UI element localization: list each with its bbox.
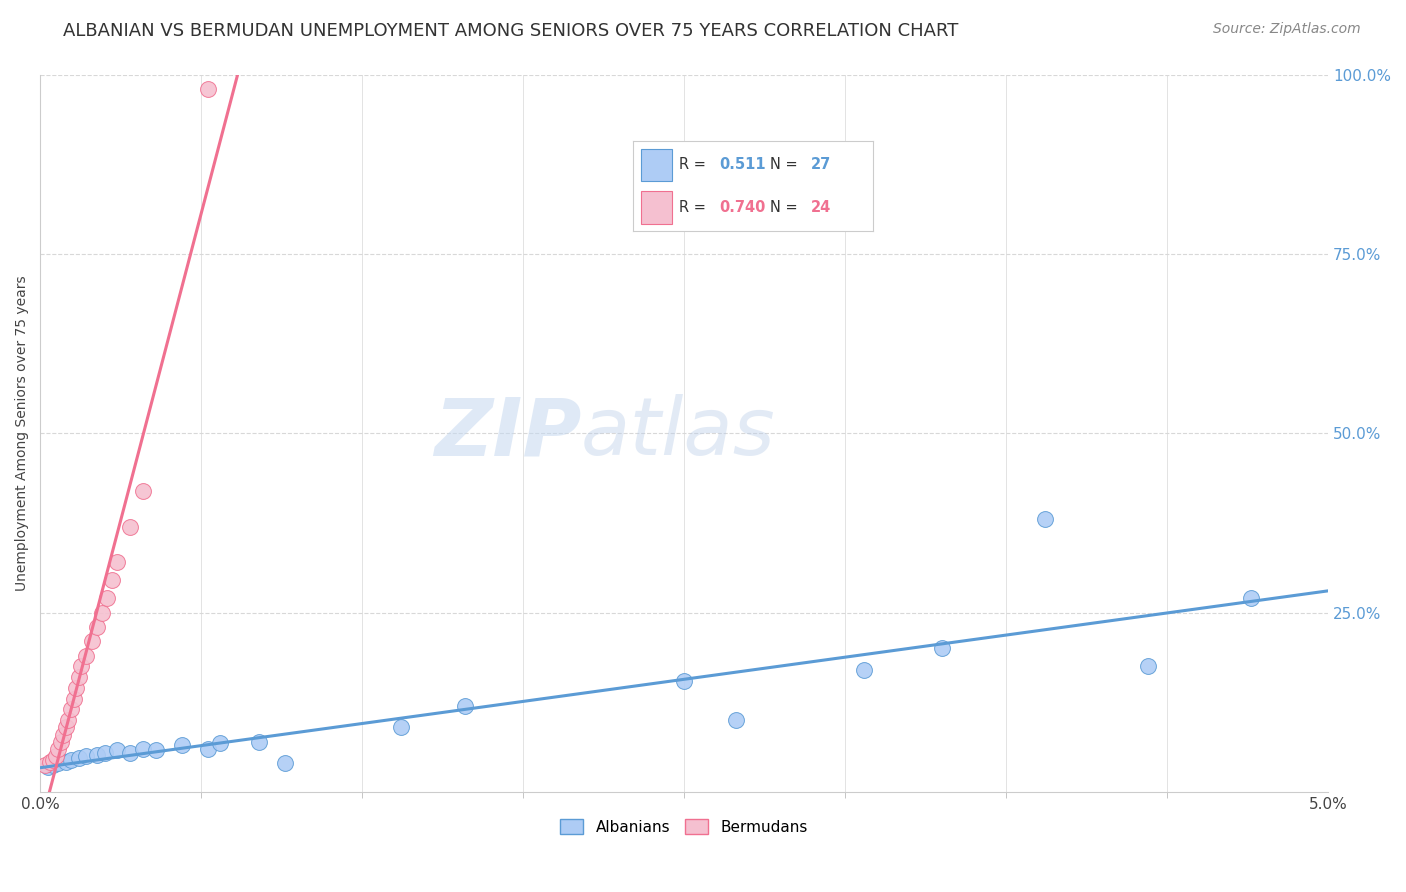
Point [60, 702, 83, 716]
Point [931, 641, 953, 656]
Point [91, 606, 114, 620]
Point [46, 742, 69, 756]
Point [673, 673, 696, 688]
Point [70, 659, 93, 673]
Point [1240, 591, 1263, 606]
Point [67, 670, 90, 684]
Text: 0.740: 0.740 [720, 200, 766, 215]
Point [120, 519, 142, 533]
Text: atlas: atlas [581, 394, 776, 472]
Point [247, 735, 270, 749]
Point [80, 634, 103, 648]
Point [65, 681, 87, 695]
Text: ALBANIAN VS BERMUDAN UNEMPLOYMENT AMONG SENIORS OVER 75 YEARS CORRELATION CHART: ALBANIAN VS BERMUDAN UNEMPLOYMENT AMONG … [63, 22, 959, 40]
Point [454, 698, 477, 713]
Text: R =: R = [679, 200, 710, 215]
Point [45, 749, 67, 764]
Text: Source: ZipAtlas.com: Source: ZipAtlas.com [1213, 22, 1361, 37]
Point [105, 555, 128, 569]
Point [96, 591, 118, 606]
Point [197, 82, 219, 96]
Text: N =: N = [770, 200, 803, 215]
Text: 0.511: 0.511 [720, 157, 766, 172]
Point [1136, 659, 1159, 673]
Point [34, 757, 56, 772]
Point [389, 720, 412, 734]
Text: R =: R = [679, 157, 710, 172]
Text: 24: 24 [811, 200, 831, 215]
Legend: Albanians, Bermudans: Albanians, Bermudans [561, 819, 808, 835]
Point [105, 743, 128, 757]
Point [76, 749, 98, 764]
Text: N =: N = [770, 157, 803, 172]
Point [274, 756, 297, 771]
Bar [641, 149, 672, 181]
Point [39, 755, 62, 769]
Point [853, 663, 876, 677]
Point [42, 757, 65, 772]
Point [86, 620, 108, 634]
Point [49, 735, 72, 749]
Point [55, 720, 77, 734]
Point [170, 739, 193, 753]
Point [132, 742, 155, 756]
Y-axis label: Unemployment Among Seniors over 75 years: Unemployment Among Seniors over 75 years [15, 276, 30, 591]
Point [101, 574, 124, 588]
Point [1033, 512, 1056, 526]
Point [93, 746, 115, 760]
Point [145, 743, 167, 757]
Point [62, 691, 84, 706]
Point [209, 736, 232, 750]
Point [55, 755, 77, 769]
Text: ZIP: ZIP [433, 394, 581, 472]
Point [58, 713, 80, 727]
Point [67, 750, 90, 764]
Point [197, 742, 219, 756]
Point [37, 760, 59, 774]
Point [60, 753, 83, 767]
Point [52, 728, 75, 742]
Bar [641, 192, 672, 224]
Point [42, 753, 65, 767]
Point [132, 483, 155, 498]
Point [86, 747, 108, 762]
Point [76, 648, 98, 663]
Point [46, 756, 69, 771]
Point [724, 713, 747, 727]
Point [120, 746, 142, 760]
Text: 27: 27 [811, 157, 831, 172]
